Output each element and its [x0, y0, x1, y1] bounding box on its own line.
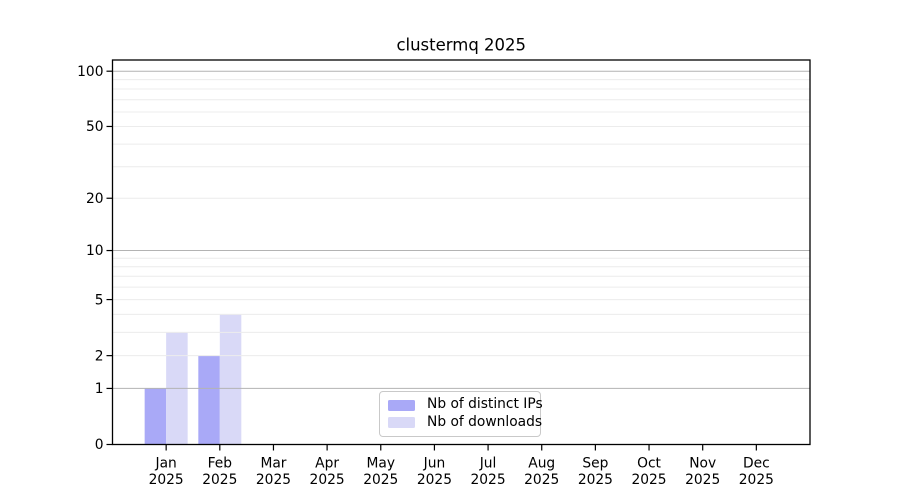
plot-border — [111, 59, 811, 446]
legend-label-downloads: Nb of downloads — [427, 413, 543, 430]
x-tick-label-year: 2025 — [202, 472, 237, 488]
x-tick-label-month: May — [367, 456, 396, 472]
x-tick-label-year: 2025 — [578, 472, 613, 488]
y-tick-label: 100 — [77, 64, 103, 80]
x-tick-label-year: 2025 — [363, 472, 398, 488]
tick-labels-layer: 0125102050100Jan2025Feb2025Mar2025Apr202… — [77, 64, 774, 488]
y-tick-label: 20 — [86, 191, 104, 207]
x-tick-label-year: 2025 — [310, 472, 345, 488]
x-tick-label-month: Oct — [637, 456, 661, 472]
x-tick-label-month: Nov — [689, 456, 716, 472]
x-tick-label-month: Aug — [528, 456, 555, 472]
y-tick-label: 2 — [95, 348, 104, 364]
legend-label-distinct-ips: Nb of distinct IPs — [427, 396, 543, 413]
x-tick-label-year: 2025 — [417, 472, 452, 488]
y-tick-label: 1 — [95, 381, 104, 397]
x-tick-label-month: Jan — [155, 456, 177, 472]
x-tick-label-year: 2025 — [149, 472, 184, 488]
x-tick-label-month: Dec — [743, 456, 770, 472]
x-tick-label-year: 2025 — [631, 472, 666, 488]
legend-item: Nb of downloads — [388, 415, 542, 430]
x-tick-label-month: Jun — [423, 456, 446, 472]
y-tick-label: 5 — [95, 292, 104, 308]
y-tick-label: 50 — [86, 119, 104, 135]
legend-item: Nb of distinct IPs — [388, 398, 543, 412]
legend-swatch-distinct-ips-icon — [388, 400, 415, 411]
y-tick-label: 10 — [86, 243, 104, 259]
legend: Nb of distinct IPs Nb of downloads — [379, 391, 543, 437]
x-tick-label-month: Sep — [582, 456, 608, 472]
x-tick-label-year: 2025 — [524, 472, 559, 488]
bars-layer — [144, 314, 242, 445]
chart-title: clustermq 2025 — [396, 36, 526, 55]
major-gridlines-layer — [112, 70, 810, 389]
minor-gridlines-layer — [112, 79, 810, 357]
bar-distinct-ips — [198, 355, 220, 445]
x-tick-label-year: 2025 — [256, 472, 291, 488]
x-tick-label-month: Mar — [260, 456, 286, 472]
bar-downloads — [219, 314, 242, 445]
legend-swatch-downloads-icon — [388, 417, 415, 428]
x-tick-label-year: 2025 — [471, 472, 506, 488]
x-tick-label-month: Jul — [479, 456, 497, 472]
x-tick-label-year: 2025 — [739, 472, 774, 488]
y-tick-label: 0 — [95, 437, 104, 453]
bar-distinct-ips — [144, 388, 167, 445]
x-tick-label-month: Feb — [208, 456, 232, 472]
ticks-layer — [106, 70, 757, 451]
x-tick-label-year: 2025 — [685, 472, 720, 488]
x-tick-label-month: Apr — [315, 456, 339, 472]
